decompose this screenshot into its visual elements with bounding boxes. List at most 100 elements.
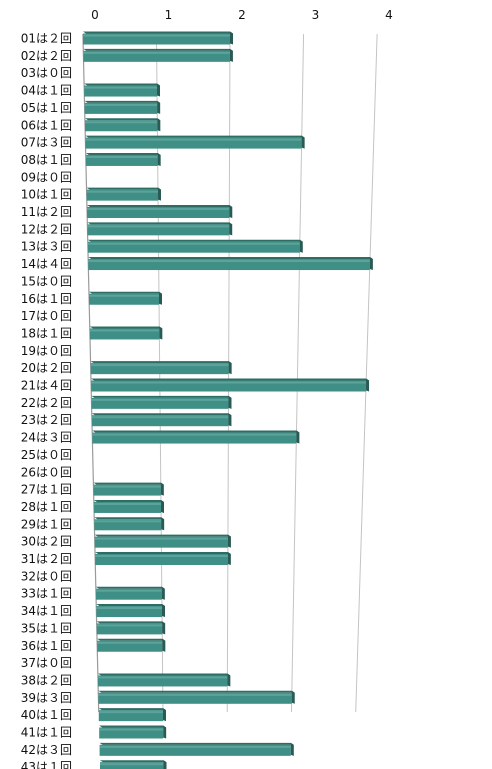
bar-front-face [98, 692, 292, 704]
category-label: 17は０回 [21, 309, 72, 323]
bar [83, 31, 233, 45]
bar-end-face [159, 326, 163, 340]
bar-highlight [91, 381, 367, 384]
bar-end-face [161, 517, 165, 531]
bar-end-face [163, 708, 166, 722]
bar-top-face [96, 621, 166, 624]
bar-highlight [99, 745, 291, 748]
bar-top-face [100, 760, 167, 763]
bar-highlight [85, 138, 302, 141]
category-label: 38は２回 [21, 673, 72, 687]
category-label: 02は２回 [21, 49, 72, 63]
bar [84, 100, 161, 114]
bar-top-face [86, 187, 161, 190]
category-label: 24は３回 [21, 431, 72, 445]
bar [86, 187, 161, 201]
bar-highlight [94, 537, 228, 540]
bar-end-face [163, 760, 167, 769]
bar-end-face [227, 534, 231, 548]
category-label: 26は０回 [21, 465, 72, 479]
bar-highlight [85, 121, 158, 124]
bar-top-face [91, 378, 370, 381]
bar-highlight [98, 711, 163, 714]
bar-highlight [87, 242, 300, 245]
bar-front-face [99, 744, 291, 756]
bar-front-face [90, 363, 229, 375]
bar-front-face [96, 623, 163, 635]
category-label: 15は０回 [21, 274, 72, 288]
bar-front-face [98, 710, 163, 722]
category-label: 03は０回 [21, 66, 72, 80]
category-label: 33は１回 [21, 587, 72, 601]
bar-highlight [100, 763, 164, 766]
bar-end-face [228, 413, 232, 427]
bar-highlight [90, 364, 229, 367]
bar-end-face [159, 291, 162, 305]
bar-end-face [162, 638, 166, 652]
bar-highlight [89, 329, 160, 332]
category-label: 04は１回 [21, 84, 72, 98]
bar-top-face [98, 690, 295, 693]
bar-highlight [93, 502, 161, 505]
bar-end-face [161, 586, 165, 600]
bar-highlight [97, 676, 228, 679]
category-label: 18は１回 [21, 326, 72, 340]
bar-front-face [83, 50, 230, 62]
category-label: 34は１回 [21, 604, 72, 618]
bar-top-face [97, 673, 231, 676]
bar-highlight [87, 208, 230, 210]
bar-front-face [94, 519, 162, 531]
bar-front-face [89, 293, 159, 305]
bar-front-face [99, 727, 164, 739]
bar [92, 430, 300, 444]
bar-end-face [299, 239, 303, 253]
bar-top-face [91, 395, 232, 398]
category-label: 32は０回 [21, 569, 72, 583]
bar-highlight [89, 294, 159, 297]
bar [96, 621, 166, 635]
bar [89, 326, 163, 340]
bar-highlight [86, 190, 158, 193]
bar-top-face [94, 534, 231, 537]
bar-top-face [96, 604, 165, 607]
bar-end-face [228, 361, 232, 375]
bar-end-face [157, 100, 161, 114]
bar-top-face [83, 31, 233, 34]
bar-end-face [366, 378, 370, 392]
bar-end-face [227, 552, 231, 565]
bar-end-face [369, 257, 373, 271]
grid-line-4 [355, 33, 378, 713]
bar-highlight [99, 728, 164, 731]
bar [89, 291, 162, 305]
bar-highlight [95, 589, 162, 592]
bar-end-face [160, 482, 164, 496]
bar [96, 604, 165, 618]
bar-front-face [86, 189, 158, 201]
bar-top-face [88, 257, 373, 260]
bar-end-face [158, 187, 161, 201]
bar-highlight [96, 624, 163, 627]
category-label: 27は１回 [21, 483, 72, 497]
bar [97, 673, 231, 687]
bar-end-face [229, 205, 233, 218]
bar-highlight [83, 34, 230, 37]
bar-top-face [94, 517, 165, 520]
bar-top-face [89, 326, 163, 329]
bar [100, 760, 167, 769]
bar-highlight [85, 155, 158, 158]
category-label: 07は３回 [21, 136, 72, 150]
bar-top-face [83, 48, 233, 51]
bar-end-face [227, 673, 231, 687]
bar-front-face [91, 397, 229, 409]
bar-top-face [92, 430, 300, 433]
bar [91, 413, 232, 427]
bar-top-face [85, 135, 305, 138]
x-tick-label: 0 [91, 8, 99, 22]
bar-front-face [87, 241, 300, 253]
bar-top-face [91, 413, 232, 416]
category-label: 12は２回 [21, 222, 72, 236]
bar-highlight [94, 520, 162, 523]
category-label: 37は０回 [21, 656, 72, 670]
bar-front-face [87, 207, 230, 218]
bar-highlight [95, 555, 228, 557]
